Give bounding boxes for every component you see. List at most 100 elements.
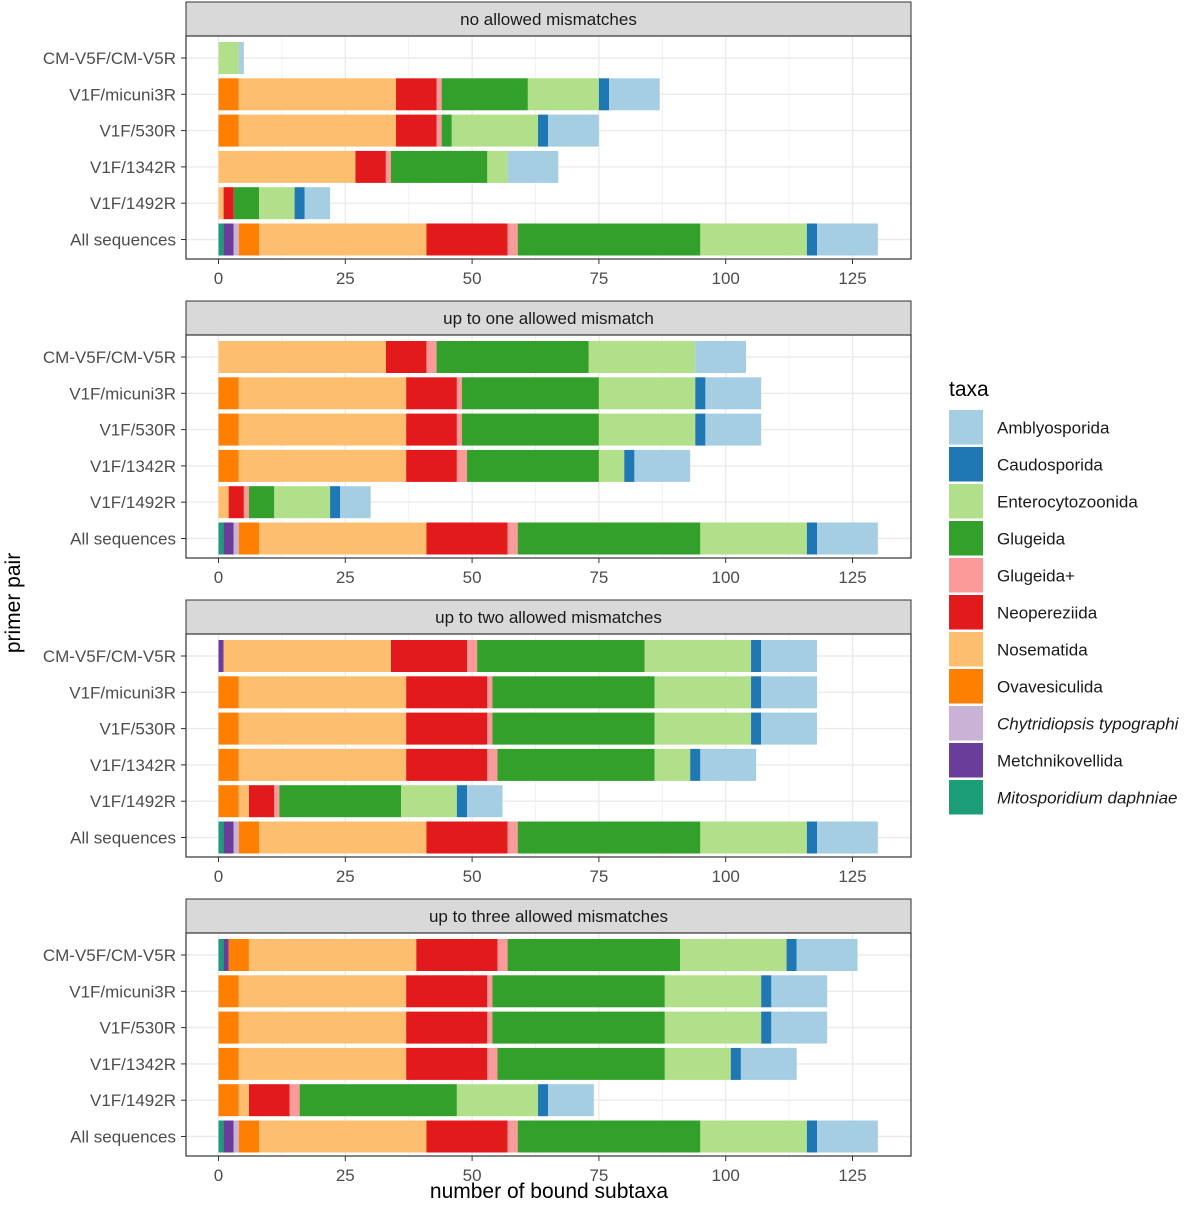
bar-segment-amblyosporida	[771, 1011, 828, 1044]
bar-segment-neopereziida	[406, 712, 488, 745]
bar-segment-ovavesiculida	[218, 449, 239, 482]
bar-segment-glugeida	[497, 1047, 665, 1080]
bar-segment-enterocytozoonida	[654, 676, 752, 709]
bar-segment-enterocytozoonida	[700, 1120, 807, 1153]
bar-segment-caudosporida	[456, 785, 468, 818]
bar-row-v1f-micuni3r	[218, 377, 762, 410]
legend-item-chytridiopsis-typographi: Chytridiopsis typographi	[949, 706, 1180, 741]
bar-segment-caudosporida	[695, 413, 706, 446]
bar-row-v1f-micuni3r	[218, 78, 660, 111]
plot-area	[186, 36, 911, 259]
bar-segment-enterocytozoonida	[456, 1084, 539, 1117]
legend-items: Amblyosporida Caudosporida Enterocytozooni…	[949, 410, 1180, 815]
facet-strip	[185, 300, 912, 336]
bar-row-v1f-1342r	[218, 1047, 797, 1080]
bar-segment-enterocytozoonida	[451, 114, 539, 147]
bar-segment-glugeida	[441, 78, 528, 111]
x-tick-label: 75	[589, 269, 608, 288]
bar-segment-metchnikovellida	[218, 640, 224, 672]
bar-segment-glugeida	[507, 1120, 518, 1153]
x-tick-label: 125	[838, 867, 866, 886]
legend-item-ovavesiculida: Ovavesiculida	[949, 669, 1103, 704]
bar-segment-amblyosporida	[695, 341, 746, 373]
bar-segment-caudosporida	[538, 114, 549, 147]
facet-panel-3: up to two allowed mismatches CM-V5F/CM-V5…	[43, 599, 912, 886]
x-tick-label: 50	[463, 269, 482, 288]
bar-segment-nosematida	[238, 78, 397, 111]
bar-segment-amblyosporida	[700, 748, 757, 781]
bar-segment-enterocytozoonida	[598, 449, 625, 482]
x-tick-label: 50	[463, 1166, 482, 1185]
bar-segment-enterocytozoonida	[259, 187, 295, 220]
y-tick-label: CM-V5F/CM-V5R	[43, 946, 176, 965]
bar-segment-amblyosporida	[816, 522, 878, 555]
bar-segment-ovavesiculida	[218, 712, 239, 745]
bar-segment-nosematida	[218, 187, 224, 220]
bar-segment-caudosporida	[751, 712, 762, 745]
bar-segment-amblyosporida	[548, 114, 599, 147]
bar-segment-metchnikovellida	[223, 223, 234, 256]
x-tick-label: 125	[838, 1166, 866, 1185]
bar-segment-ovavesiculida	[218, 748, 239, 781]
legend-item-glugeida: Glugeida	[949, 521, 1066, 556]
bar-segment-caudosporida	[624, 449, 635, 482]
legend-key	[949, 521, 983, 556]
bar-segment-glugeida	[487, 712, 493, 745]
bar-row-cm-v5f-cm-v5r	[218, 939, 858, 971]
legend-item-amblyosporida: Amblyosporida	[949, 410, 1110, 445]
x-tick-label: 0	[214, 269, 223, 288]
bar-segment-neopereziida	[248, 785, 275, 818]
bar-segment-enterocytozoonida	[527, 78, 599, 111]
bar-segment-nosematida	[223, 640, 391, 672]
bar-segment-ovavesiculida	[218, 975, 239, 1008]
bar-segment-caudosporida	[751, 676, 762, 709]
bar-segment-glugeida	[436, 114, 442, 147]
bar-row-v1f-530r	[218, 1011, 828, 1044]
legend-label: Enterocytozoonida	[997, 492, 1138, 511]
bar-segment-caudosporida	[690, 748, 701, 781]
bar-row-all-sequences	[218, 522, 878, 555]
legend-item-glugeida: Glugeida+	[949, 558, 1075, 593]
bar-segment-amblyosporida	[705, 413, 762, 446]
x-tick-label: 100	[712, 867, 740, 886]
bar-segment-ovavesiculida	[218, 1011, 239, 1044]
bar-segment-enterocytozoonida	[654, 748, 691, 781]
panel-border	[185, 35, 912, 260]
bar-segment-neopereziida	[248, 1084, 290, 1117]
bar-segment-neopereziida	[396, 114, 437, 147]
bar-segment-glugeida	[487, 748, 498, 781]
bar-segment-glugeida	[517, 522, 701, 555]
bar-segment-nosematida	[238, 785, 249, 818]
legend-item-nosematida: Nosematida	[949, 632, 1088, 667]
facet-panel-2: up to one allowed mismatch CM-V5F/CM-V5R V…	[43, 300, 912, 587]
bar-segment-amblyosporida	[816, 223, 878, 256]
bar-segment-glugeida	[467, 640, 478, 672]
bar-segment-glugeida	[436, 78, 442, 111]
bar-segment-ovavesiculida	[238, 522, 260, 555]
facet-panel-1: no allowed mismatches CM-V5F/CM-V5R V1F/mi…	[43, 1, 912, 288]
bar-segment-enterocytozoonida	[664, 975, 762, 1008]
bar-segment-ovavesiculida	[218, 78, 239, 111]
bar-segment-nosematida	[248, 939, 417, 971]
legend-key	[949, 410, 983, 445]
y-tick-label: All sequences	[70, 829, 176, 848]
bar-segment-glugeida	[477, 640, 645, 672]
bar-segment-glugeida	[436, 341, 589, 373]
legend-item-mitosporidium-daphniae: Mitosporidium daphniae	[949, 780, 1178, 815]
bar-segment-glugeida	[461, 377, 599, 410]
bar-segment-enterocytozoonida	[487, 150, 508, 183]
bar-segment-enterocytozoonida	[274, 486, 331, 519]
bar-segment-glugeida	[487, 676, 493, 709]
bar-segment-caudosporida	[751, 640, 762, 672]
legend-label: Caudosporida	[997, 455, 1103, 474]
legend-label: Amblyosporida	[997, 418, 1110, 437]
bar-segment-amblyosporida	[548, 1084, 594, 1117]
bar-row-v1f-micuni3r	[218, 676, 817, 709]
bar-segment-ovavesiculida	[218, 114, 239, 147]
bar-segment-enterocytozoonida	[700, 223, 807, 256]
bar-segment-neopereziida	[406, 975, 488, 1008]
bar-segment-metchnikovellida	[223, 821, 234, 854]
bar-segment-mitosporidium-daphniae	[218, 1120, 224, 1153]
bar-segment-neopereziida	[426, 522, 508, 555]
bar-segment-caudosporida	[806, 522, 817, 555]
